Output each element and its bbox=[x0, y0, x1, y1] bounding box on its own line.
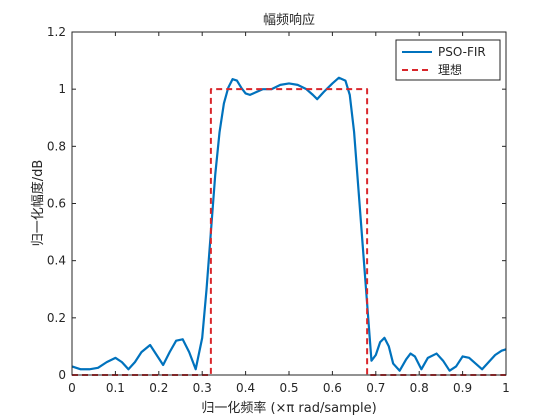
x-tick-label: 0.6 bbox=[323, 381, 342, 395]
axes-layer: 0 0.1 0.2 0.3 0.4 0.5 0.6 0.7 0.8 0.9 1 0 0.2 0.4 0.6 0… bbox=[47, 25, 510, 395]
y-tick-label: 1 bbox=[58, 82, 66, 96]
legend-label-ideal: 理想 bbox=[438, 62, 462, 77]
y-tick-label: 0.2 bbox=[47, 311, 66, 325]
y-tick-label: 0.8 bbox=[47, 139, 66, 153]
y-tick-label: 1.2 bbox=[47, 25, 66, 39]
x-tick-label: 0.1 bbox=[106, 381, 125, 395]
x-tick-label: 1 bbox=[502, 381, 510, 395]
legend-label-pso-fir: PSO-FIR bbox=[438, 45, 486, 59]
x-axis-label: 归一化频率 (×π rad/sample) bbox=[201, 400, 376, 416]
series-line-pso-fir bbox=[71, 76, 507, 372]
x-tick-label: 0.8 bbox=[410, 381, 429, 395]
x-tick-label: 0.5 bbox=[279, 381, 298, 395]
x-tick-label: 0.7 bbox=[366, 381, 385, 395]
x-tick-label: 0.9 bbox=[453, 381, 472, 395]
x-tick-label: 0 bbox=[68, 381, 76, 395]
y-tick-label: 0.4 bbox=[47, 254, 66, 268]
legend: PSO-FIR 理想 bbox=[395, 39, 501, 81]
y-tick-label: 0.6 bbox=[47, 197, 66, 211]
legend-box bbox=[395, 39, 501, 81]
y-axis-label: 归一化幅度/dB bbox=[30, 160, 46, 247]
chart-title: 幅频响应 bbox=[263, 12, 315, 28]
y-tick-label: 0 bbox=[58, 368, 66, 382]
x-tick-label: 0.2 bbox=[149, 381, 168, 395]
x-tick-label: 0.3 bbox=[193, 381, 212, 395]
x-tick-label: 0.4 bbox=[236, 381, 255, 395]
